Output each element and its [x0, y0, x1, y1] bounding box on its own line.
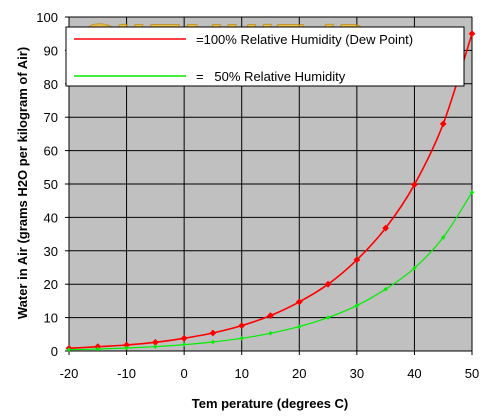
y-tick-label: 50	[44, 177, 58, 192]
y-axis-tick-labels: 0 10 20 30 40 50 60 70 80 90 100	[36, 10, 58, 359]
x-tick-label: 40	[407, 366, 421, 381]
series-100-rh-point	[267, 312, 274, 319]
legend-label-100-rh: =100% Relative Humidity (Dew Point)	[196, 32, 413, 47]
series-100-rh-point	[123, 341, 130, 349]
series-50-rh-point	[412, 265, 417, 271]
legend-label-50-rh: = 50% Relative Humidity	[196, 69, 346, 84]
series-100-rh-point	[382, 224, 390, 232]
x-axis-title: Tem perature (degrees C)	[192, 396, 349, 411]
series-50-rh-point	[124, 345, 129, 351]
y-tick-label: 10	[44, 311, 58, 326]
series-100-rh-point	[353, 256, 361, 264]
y-tick-label: 30	[44, 244, 58, 259]
y-tick-label: 0	[51, 344, 58, 359]
series-100-rh-point	[295, 298, 303, 306]
legend: =100% Relative Humidity (Dew Point) = 50…	[65, 26, 465, 87]
series-100-rh-point	[151, 338, 159, 346]
series-lines	[65, 30, 476, 352]
series-50-rh-point	[354, 303, 360, 308]
y-tick-label: 70	[44, 110, 58, 125]
series-50-rh-point	[210, 339, 216, 345]
y-tick-label: 60	[44, 144, 58, 159]
series-100-rh-point	[209, 329, 217, 337]
series-100-rh-point	[238, 322, 246, 330]
series-50-rh-point	[325, 315, 331, 320]
y-tick-label: 40	[44, 210, 58, 225]
series-50-rh-point	[297, 324, 302, 329]
series-100-rh-point	[439, 120, 447, 128]
x-tick-label: -10	[117, 366, 136, 381]
x-tick-label: 30	[350, 366, 364, 381]
x-tick-label: 0	[181, 366, 188, 381]
series-100-rh-point	[411, 181, 418, 189]
series-50-rh-point	[268, 331, 273, 336]
y-axis-title: Water in Air (grams H2O per kilogram of …	[15, 47, 30, 319]
series-100-rh-point	[468, 30, 476, 38]
y-tick-label: 80	[44, 77, 58, 92]
x-axis-tick-labels: -20 -10 0 10 20 30 40 50	[60, 366, 480, 381]
series-100-rh-point	[324, 280, 332, 288]
y-tick-label: 20	[44, 277, 58, 292]
x-tick-label: 10	[234, 366, 248, 381]
x-tick-label: 20	[292, 366, 306, 381]
x-tick-label: -20	[60, 366, 79, 381]
series-50-rh-point	[383, 286, 388, 292]
x-tick-label: 50	[465, 366, 479, 381]
y-tick-label: 100	[36, 10, 58, 25]
y-tick-label: 90	[44, 43, 58, 58]
series-50-rh-point	[153, 344, 158, 349]
